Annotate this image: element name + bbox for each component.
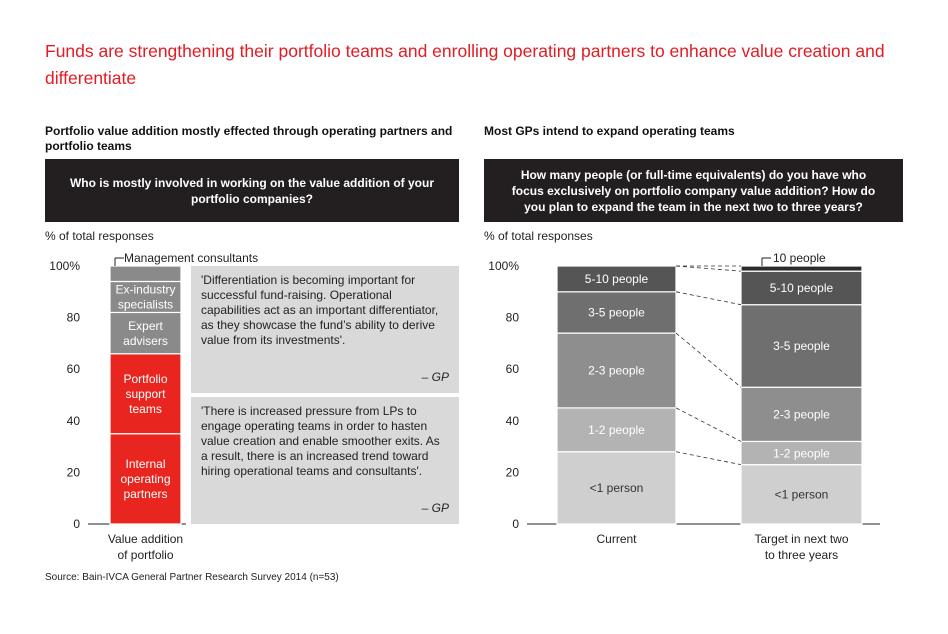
left-segment-label: partners — [123, 487, 167, 501]
right-bar-segment — [740, 464, 863, 525]
right-segment-label: 2-3 people — [588, 364, 645, 378]
right-segment-label: 10 people — [773, 251, 826, 265]
right-y-tick: 80 — [506, 311, 520, 325]
left-segment-label: Expert — [128, 319, 163, 333]
right-question-box: How many people (or full-time equivalent… — [484, 159, 903, 222]
right-bar-segment — [556, 265, 677, 293]
quote-box-2: 'There is increased pressure from LPs to… — [191, 397, 459, 524]
source-note: Source: Bain-IVCA General Partner Resear… — [45, 572, 339, 583]
right-y-tick: 40 — [506, 414, 520, 428]
right-y-tick: 100% — [488, 259, 519, 273]
right-segment-label: 3-5 people — [588, 306, 645, 320]
right-unit-label: % of total responses — [484, 229, 593, 243]
quote-text-2: 'There is increased pressure from LPs to… — [201, 404, 440, 478]
left-question-box: Who is mostly involved in working on the… — [45, 159, 459, 222]
left-unit-label: % of total responses — [45, 229, 154, 243]
right-bar-segment — [740, 304, 863, 388]
left-y-tick: 0 — [73, 517, 80, 531]
right-segment-label: 5-10 people — [585, 272, 649, 286]
connector-line — [675, 332, 742, 388]
right-segment-label: 2-3 people — [773, 408, 830, 422]
right-segment-label: <1 person — [590, 481, 644, 495]
left-segment-label: Ex-industry — [115, 283, 175, 297]
right-y-tick: 60 — [506, 362, 520, 376]
quote-attribution-2: – GP — [421, 501, 449, 515]
left-segment-label: advisers — [123, 334, 168, 348]
right-segment-label: 1-2 people — [773, 446, 830, 460]
quote-attribution-1: – GP — [421, 370, 449, 384]
right-y-tick: 20 — [506, 465, 520, 479]
right-segment-label: 5-10 people — [770, 281, 834, 295]
right-x-tick: Target in next two — [754, 532, 848, 546]
page-title: Funds are strengthening their portfolio … — [45, 41, 885, 88]
left-segment-label: operating — [120, 472, 170, 486]
left-segment-label: teams — [129, 402, 162, 416]
quote-text-1: 'Differentiation is becoming important f… — [201, 273, 439, 347]
connector-line — [675, 265, 742, 272]
connector-line — [675, 407, 742, 442]
right-y-tick: 0 — [512, 517, 519, 531]
left-segment-label: Management consultants — [124, 251, 258, 265]
right-panel-title: Most GPs intend to expand operating team… — [484, 124, 735, 138]
left-y-tick: 100% — [49, 259, 80, 273]
left-bar-segment — [109, 265, 182, 283]
quote-box-1: 'Differentiation is becoming important f… — [191, 266, 459, 393]
right-segment-label: 3-5 people — [773, 339, 830, 353]
right-bar-segment — [556, 451, 677, 525]
left-panel-title: Portfolio value addition mostly effected… — [45, 124, 453, 153]
connector-line — [675, 291, 742, 306]
left-bar-segment — [109, 311, 182, 355]
left-segment-label: Internal — [125, 457, 165, 471]
right-bar-segment — [740, 386, 863, 443]
connector-line — [675, 451, 742, 466]
left-segment-label: support — [125, 387, 166, 401]
left-segment-label: specialists — [118, 298, 173, 312]
left-bar-segment — [109, 280, 182, 314]
left-x-tick: of portfolio — [117, 548, 173, 562]
right-bar-segment — [740, 270, 863, 306]
right-x-tick: to three years — [765, 548, 838, 562]
left-bar-segment — [109, 433, 182, 525]
left-y-tick: 60 — [67, 362, 81, 376]
right-segment-label: 1-2 people — [588, 423, 645, 437]
left-y-tick: 40 — [67, 414, 81, 428]
right-bar-segment — [556, 407, 677, 453]
left-segment-label: Portfolio — [123, 372, 167, 386]
left-bar-segment — [109, 353, 182, 435]
left-y-tick: 80 — [67, 311, 81, 325]
left-y-tick: 20 — [67, 465, 81, 479]
right-segment-label: <1 person — [775, 488, 829, 502]
right-bar-segment — [556, 332, 677, 409]
right-x-tick: Current — [596, 532, 637, 546]
right-bar-segment — [740, 265, 863, 272]
right-bar-segment — [556, 291, 677, 334]
left-x-tick: Value addition — [108, 532, 183, 546]
